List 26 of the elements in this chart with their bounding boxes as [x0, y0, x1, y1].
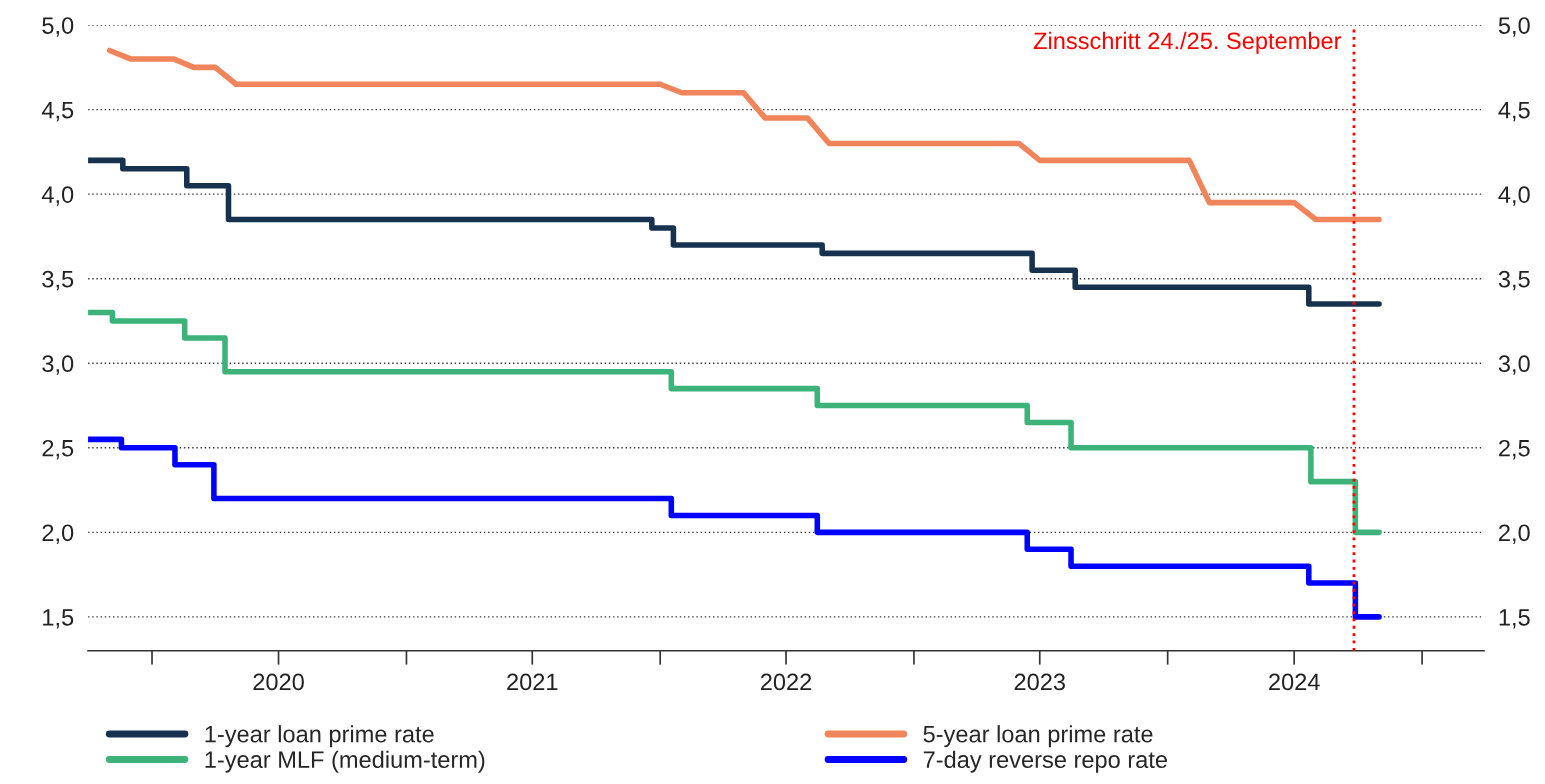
y-tick-label: 4,5	[41, 101, 74, 122]
y2-tick-label: 2,5	[1499, 439, 1530, 460]
y-tick-label: 4,0	[41, 186, 74, 206]
y2-tick-label: 5,0	[1498, 17, 1530, 37]
legend-label: 7-day reverse repo rate	[923, 750, 1167, 773]
y2-tick-label: 3,5	[1498, 270, 1530, 291]
x-tick-label: 2023	[1014, 673, 1065, 691]
legend-label: 1-year loan prime rate	[205, 725, 434, 748]
x-tick-label: 2022	[760, 673, 812, 691]
y-tick-label: 2,0	[42, 524, 74, 544]
y-tick-label: 1,5	[43, 609, 74, 629]
y2-tick-label: 4,5	[1498, 101, 1530, 122]
y-tick-label: 5,0	[42, 17, 74, 37]
y2-tick-label: 1,5	[1499, 609, 1530, 629]
legend-label: 5-year loan prime rate	[923, 725, 1153, 748]
x-tick-label: 2024	[1269, 673, 1320, 691]
y2-tick-label: 3,0	[1498, 355, 1530, 375]
y-tick-label: 2,5	[42, 439, 74, 460]
y-tick-label: 3,0	[42, 355, 74, 375]
x-tick-label: 2021	[507, 673, 558, 691]
y-tick-label: 3,5	[42, 270, 74, 291]
y2-tick-label: 4,0	[1498, 186, 1530, 206]
legend-label: 1-year MLF (medium-term)	[205, 750, 485, 773]
y2-tick-label: 2,0	[1499, 524, 1530, 544]
x-tick-label: 2020	[253, 673, 304, 691]
ref-line-label: Zinsschritt 24./25. September	[1033, 31, 1342, 54]
